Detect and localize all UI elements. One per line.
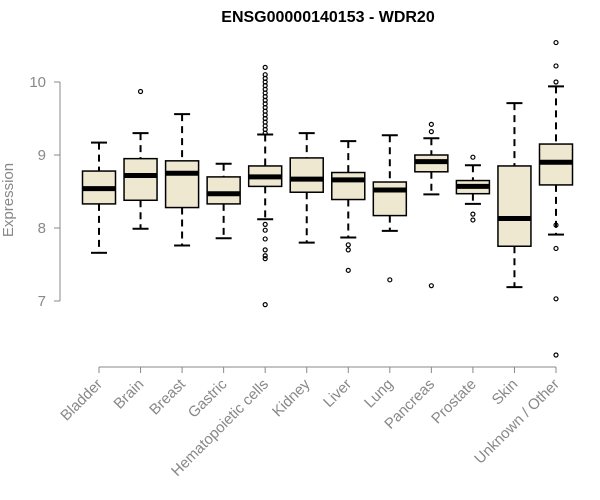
outlier-point [262,253,268,259]
box-hematopoietic-cells [247,64,283,308]
y-tick-label: 8 [38,220,46,237]
box-series [81,39,574,358]
iqr-box [497,165,532,247]
box-bladder [81,141,117,254]
iqr-box [372,181,408,217]
outlier-point [553,352,559,358]
outlier-point [262,221,268,227]
outlier-point [262,227,268,233]
iqr-box [164,160,200,209]
outlier-point [428,129,434,135]
y-tick-label: 7 [38,293,46,310]
outlier-point [428,283,434,289]
iqr-box [123,157,158,202]
outlier-point [553,222,559,228]
outlier-point [262,302,268,308]
outlier-point [553,39,559,46]
x-tick-label: Kidney [269,375,314,420]
box-unknown-other [538,39,574,358]
box-lung [372,134,408,283]
x-tick-label: Breast [146,375,189,418]
box-skin [497,102,532,289]
outlier-point [262,256,268,262]
box-liver [331,140,366,273]
outlier-point [262,64,268,71]
outlier-point [553,79,559,85]
box-breast [164,113,200,247]
iqr-box [331,171,366,201]
box-pancreas [414,121,449,289]
outlier-point [137,88,144,95]
box-prostate [455,154,491,223]
x-tick-label: Bladder [57,376,106,425]
outlier-point [262,247,268,253]
y-tick-label: 9 [38,147,46,164]
outlier-point [428,121,434,127]
outlier-point [553,245,559,252]
y-axis-label: Expression [0,163,17,237]
box-kidney [289,132,324,244]
outlier-point [470,211,476,217]
outlier-point [470,217,476,223]
iqr-box [289,157,324,193]
outlier-point [470,154,476,160]
x-tick-label: Prostate [428,376,480,428]
y-axis: 7 8 9 10 [29,74,61,310]
box-brain [123,88,158,230]
x-tick-label: Brain [111,376,148,413]
x-tick-label: Lung [361,376,397,412]
outlier-point [387,277,393,283]
iqr-box [206,176,241,205]
outlier-point [262,236,268,242]
x-tick-label: Liver [320,376,355,411]
outlier-point [262,130,268,136]
y-tick-label: 10 [29,74,46,91]
chart-title: ENSG00000140153 - WDR20 [221,9,435,26]
outlier-point [345,247,351,253]
x-tick-label: Skin [489,376,522,409]
outlier-point [345,267,351,273]
outlier-point [553,296,559,302]
box-gastric [206,162,241,240]
outlier-point [553,63,559,69]
outlier-point [345,242,351,248]
